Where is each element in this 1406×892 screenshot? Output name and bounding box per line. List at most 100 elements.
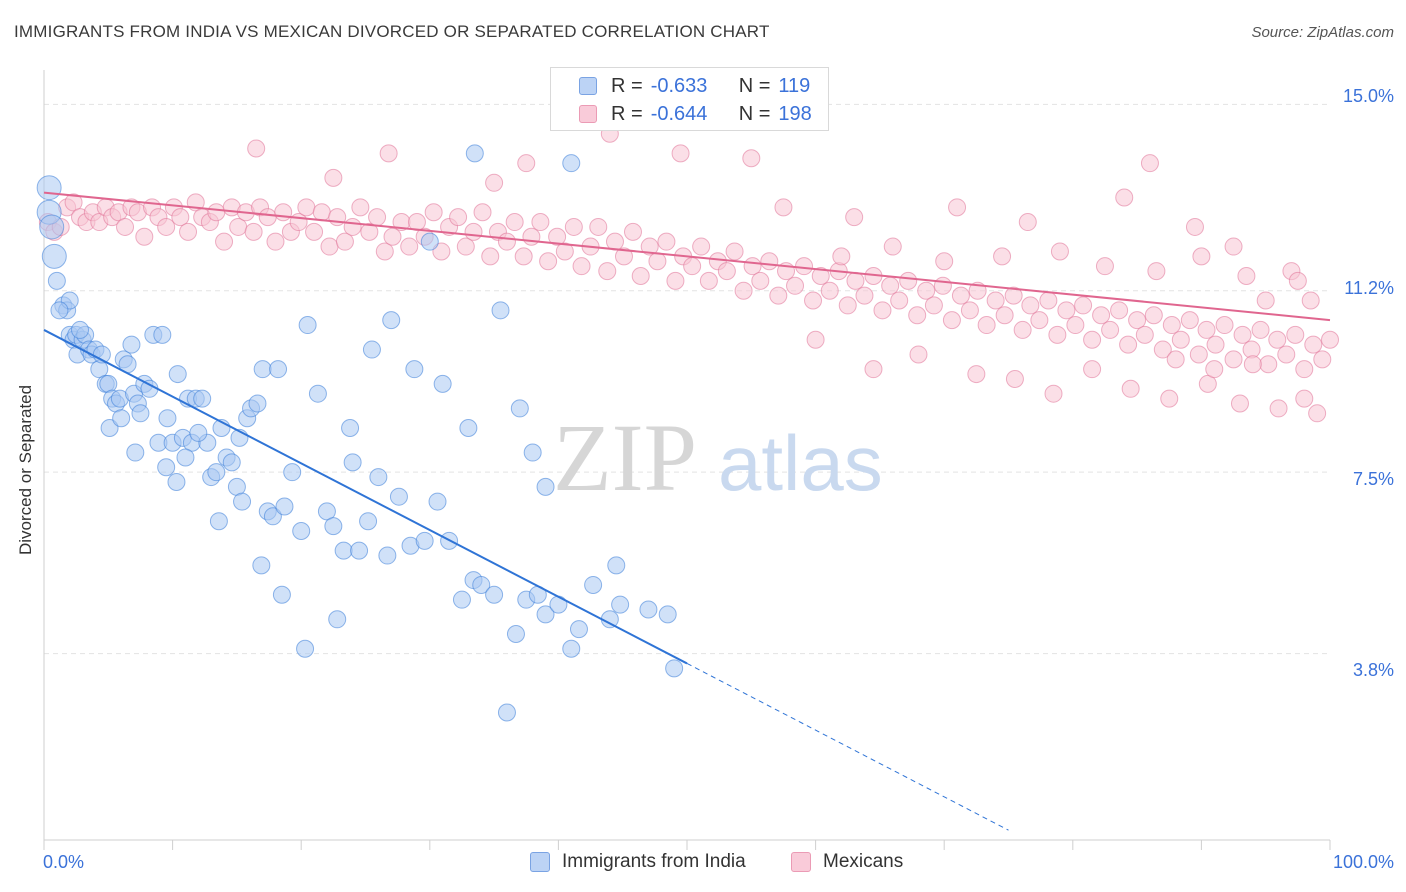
india-point — [99, 374, 118, 393]
mexicans-point — [1083, 360, 1102, 379]
mexicans-point — [1185, 217, 1204, 236]
india-point — [452, 590, 471, 609]
x-tick-label-min: 0.0% — [43, 852, 85, 872]
mexicans-point — [379, 144, 398, 163]
india-point — [465, 144, 484, 163]
india-point — [428, 492, 447, 511]
india-point — [607, 556, 626, 575]
india-point — [189, 423, 208, 442]
india-point — [562, 639, 581, 658]
mexicans-point — [933, 276, 952, 295]
mexicans-point — [266, 232, 285, 251]
mexicans-point — [1162, 316, 1181, 335]
mexicans-point — [1153, 340, 1172, 359]
mexicans-point — [786, 276, 805, 295]
mexicans-point — [1230, 394, 1249, 413]
series-legend: Immigrants from India Mexicans — [0, 851, 1406, 877]
india-point — [100, 419, 119, 438]
mexicans-point — [598, 262, 617, 281]
mexicans-point — [1092, 306, 1111, 325]
mexicans-point — [614, 247, 633, 266]
y-tick-label: 7.5% — [1352, 469, 1394, 489]
india-point — [389, 487, 408, 506]
india-point — [549, 595, 568, 614]
legend-swatch-mexicans — [579, 105, 597, 123]
india-point — [296, 639, 315, 658]
india-point — [39, 214, 65, 240]
mexicans-point — [1018, 213, 1037, 232]
india-point — [233, 492, 252, 511]
mexicans-point — [1013, 320, 1032, 339]
mexicans-point — [1205, 360, 1224, 379]
mexicans-point — [1095, 257, 1114, 276]
legend-label-india: Immigrants from India — [562, 851, 746, 872]
india-point — [176, 448, 195, 467]
mexicans-point — [400, 237, 419, 256]
mexicans-point — [1206, 335, 1225, 354]
india-point — [658, 605, 677, 624]
mexicans-point — [517, 154, 536, 173]
india-point — [157, 458, 176, 477]
mexicans-point — [1224, 237, 1243, 256]
mexicans-point — [774, 198, 793, 217]
india-point — [382, 311, 401, 330]
mexicans-point — [207, 203, 226, 222]
india-point — [283, 463, 302, 482]
mexicans-point — [1101, 320, 1120, 339]
mexicans-point — [640, 237, 659, 256]
mexicans-point — [244, 222, 263, 241]
india-point — [497, 703, 516, 722]
mexicans-point — [742, 149, 761, 168]
india-point — [341, 419, 360, 438]
mexicans-point — [564, 217, 583, 236]
mexicans-point — [324, 168, 343, 187]
mexicans-point — [555, 242, 574, 261]
india-point — [324, 517, 343, 536]
mexicans-point — [1301, 291, 1320, 310]
mexicans-point — [1021, 296, 1040, 315]
mexicans-point — [1171, 330, 1190, 349]
mexicans-point — [1295, 389, 1314, 408]
mexicans-point — [1004, 286, 1023, 305]
india-point — [362, 340, 381, 359]
mexicans-point — [1074, 296, 1093, 315]
legend-row-mexicans: R = -0.644 N = 198 — [551, 100, 812, 128]
india-point — [209, 512, 228, 531]
mexicans-point — [1321, 330, 1339, 349]
mexicans-point — [1295, 360, 1314, 379]
legend-swatch-india — [530, 852, 550, 872]
india-point — [292, 522, 311, 541]
india-point — [485, 585, 504, 604]
mexicans-point — [1048, 325, 1067, 344]
mexicans-point — [908, 306, 927, 325]
mexicans-point — [247, 139, 266, 158]
source-label: Source: ZipAtlas.com — [1251, 24, 1394, 41]
mexicans-point — [890, 291, 909, 310]
legend-item-mexicans[interactable]: Mexicans — [791, 851, 903, 873]
mexicans-point — [1160, 389, 1179, 408]
mexicans-point — [924, 296, 943, 315]
india-point — [420, 232, 439, 251]
mexicans-point — [631, 266, 650, 285]
legend-n-label: N = — [738, 74, 771, 97]
mexicans-point — [671, 144, 690, 163]
mexicans-point — [351, 198, 370, 217]
mexicans-point — [1189, 345, 1208, 364]
mexicans-point — [986, 291, 1005, 310]
india-point — [36, 175, 62, 201]
india-point — [47, 271, 66, 290]
legend-swatch-mexicans — [791, 852, 811, 872]
legend-item-india[interactable]: Immigrants from India — [530, 851, 746, 873]
india-trend-extension — [686, 662, 1009, 831]
mexicans-point — [258, 208, 277, 227]
mexicans-point — [1215, 316, 1234, 335]
mexicans-point — [804, 291, 823, 310]
india-point — [328, 610, 347, 629]
mexicans-point — [948, 198, 967, 217]
mexicans-point — [481, 247, 500, 266]
mexicans-point — [1197, 320, 1216, 339]
india-point — [263, 507, 282, 526]
india-point — [168, 365, 187, 384]
mexicans-point — [1288, 271, 1307, 290]
india-point — [506, 625, 525, 644]
